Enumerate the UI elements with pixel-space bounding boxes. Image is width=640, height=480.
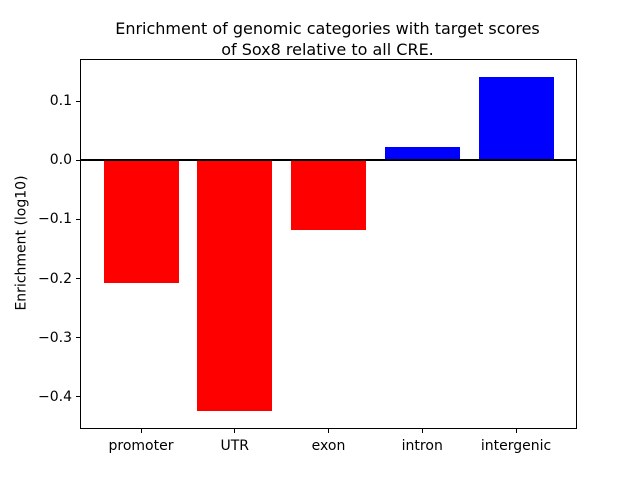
y-tick-label-−0.3: −0.3 [38, 329, 72, 346]
zero-line [81, 159, 576, 162]
y-tick-label-−0.4: −0.4 [38, 388, 72, 405]
x-tick-label-intergenic: intergenic [480, 438, 552, 454]
y-axis-label: Enrichment (log10) [14, 175, 31, 311]
y-tick-mark-0.0 [76, 159, 80, 161]
bar-intergenic [478, 76, 554, 161]
x-tick-mark-exon [328, 429, 329, 433]
bar-exon [291, 160, 366, 231]
x-tick-mark-promoter [140, 429, 142, 433]
y-tick-label-−0.1: −0.1 [38, 211, 72, 228]
plot-area: promoter UTR exon intron intergenic 0.1 0.0 −0.… [38, 59, 577, 454]
x-tick-label-intron: intron [401, 438, 443, 454]
chart-title-line1: Enrichment of genomic categories with ta… [115, 19, 540, 38]
y-tick-mark-−0.3 [76, 337, 80, 339]
y-tick-mark-−0.1 [76, 218, 80, 220]
y-tick-mark-−0.2 [76, 278, 80, 280]
bar-UTR [197, 160, 273, 412]
x-tick-label-UTR: UTR [220, 438, 250, 454]
y-tick-label-0.0: 0.0 [49, 152, 72, 169]
chart-title: Enrichment of genomic categories with ta… [80, 18, 575, 60]
y-tick-mark-−0.4 [76, 396, 80, 398]
y-tick-label-0.1: 0.1 [49, 93, 72, 110]
x-tick-label-exon: exon [311, 438, 346, 454]
chart-title-line2: of Sox8 relative to all CRE. [221, 40, 434, 59]
x-tick-mark-UTR [234, 429, 236, 433]
bar-promoter [103, 160, 179, 283]
bar-intron [384, 146, 460, 161]
x-tick-mark-intergenic [515, 429, 517, 433]
y-axis-label-wrap: Enrichment (log10) [12, 59, 32, 427]
y-tick-mark-0.1 [76, 100, 80, 102]
x-tick-label-promoter: promoter [108, 438, 174, 454]
x-tick-mark-intron [421, 429, 423, 433]
y-tick-label-−0.2: −0.2 [38, 270, 72, 287]
